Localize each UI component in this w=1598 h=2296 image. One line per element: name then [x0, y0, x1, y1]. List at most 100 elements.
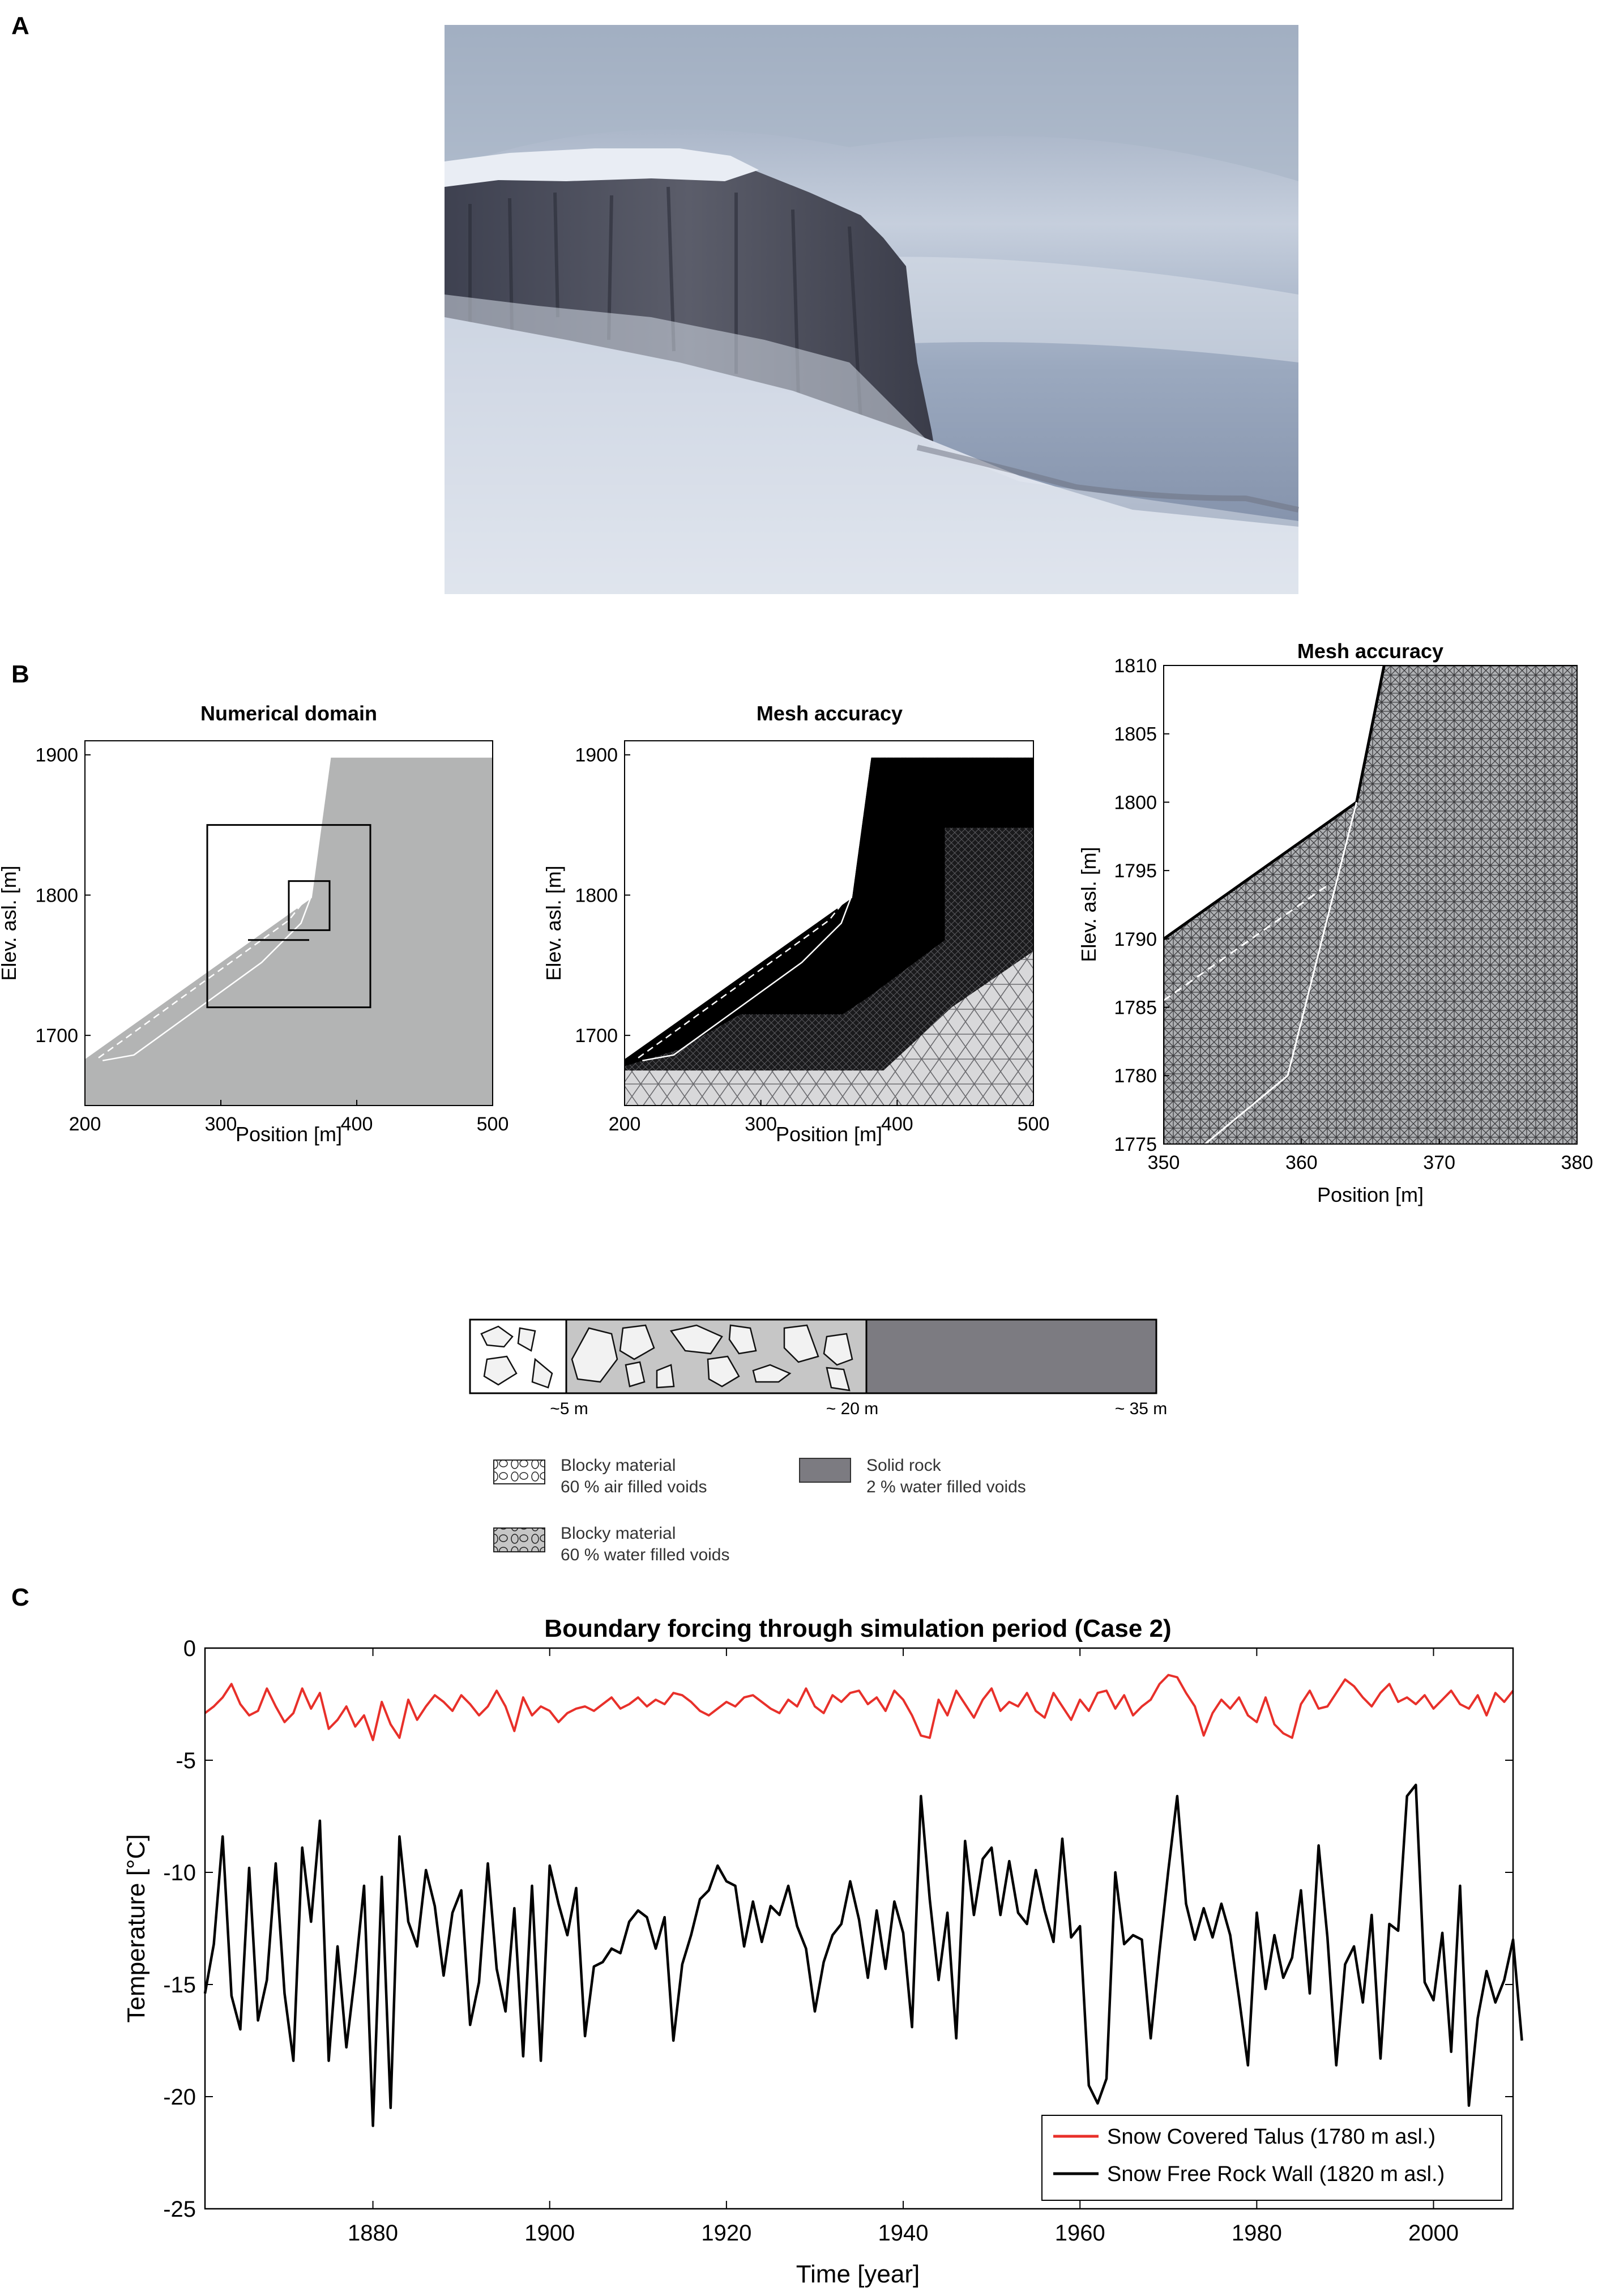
layer-legend: Blocky material 60 % air filled voids So…: [493, 1456, 1026, 1564]
chart-title: Boundary forcing through simulation peri…: [544, 1615, 1171, 1642]
panel-c-letter: C: [11, 1584, 29, 1611]
zoom-ytick-label: 1785: [1114, 997, 1157, 1018]
domain-talus-dashed: [98, 897, 307, 1059]
chart-legend-box: [1041, 2115, 1502, 2201]
legend-solid-rock-line2: 2 % water filled voids: [866, 1478, 1026, 1496]
mesh-plot-ylabel: Elev. asl. [m]: [542, 865, 565, 980]
domain-xtick-label: 500: [477, 1113, 509, 1135]
legend-air-blocky-line1: Blocky material: [561, 1456, 676, 1475]
depth-label-35: ~ 35 m: [1115, 1399, 1168, 1418]
zoom-xtick-label: 380: [1561, 1152, 1593, 1173]
mesh-xtick-label: 500: [1018, 1113, 1050, 1135]
chart-series: [203, 1674, 1523, 2127]
zoom-ytick-label: 1780: [1114, 1065, 1157, 1087]
chart-xtick-label: 1960: [1055, 2221, 1105, 2246]
chart-ytick-label: 0: [183, 1636, 196, 1661]
zoom-xtick-label: 360: [1285, 1152, 1318, 1173]
chart-ytick-label: -20: [163, 2085, 196, 2110]
zoom-plot-xlabel: Position [m]: [1317, 1183, 1424, 1206]
zoom-plot-ylabel: Elev. asl. [m]: [1077, 847, 1100, 962]
mesh-geometry: [625, 757, 1033, 1106]
zoom-plot-title: Mesh accuracy: [1297, 639, 1443, 663]
legend-swatch-water-blocky: [493, 1527, 545, 1552]
mesh-plot-xlabel: Position [m]: [776, 1123, 882, 1146]
mesh-xtick-label: 400: [881, 1113, 913, 1135]
legend-rockwall-label: Snow Free Rock Wall (1820 m asl.): [1107, 2162, 1445, 2186]
chart-axes: 1880 1900 1920 1940 1960 1980 2000 0 -5 -10 -15 -20…: [163, 1636, 1513, 2246]
panel-b-letter: B: [11, 660, 29, 688]
domain-ytick-label: 1800: [35, 885, 78, 906]
zoom-plot: Mesh accuracy 350 360 370 380 1775 1780 1785 17…: [1077, 639, 1593, 1206]
zoom-ytick-label: 1805: [1114, 724, 1157, 745]
chart-xtick-label: 1920: [701, 2221, 751, 2246]
chart-xtick-label: 2000: [1408, 2221, 1459, 2246]
mesh-plot-ticks: 200 300 400 500 1700 1800 1900: [575, 745, 1049, 1135]
zoom-ytick-label: 1800: [1114, 792, 1157, 813]
domain-rock-body: [85, 757, 493, 1106]
zoom-talus-dashed: [1163, 884, 1330, 1001]
legend-talus-label: Snow Covered Talus (1780 m asl.): [1107, 2125, 1435, 2149]
mesh-plot: Mesh accuracy 200 300 400 500 1700 1800 1900 P…: [542, 702, 1049, 1146]
domain-ytick-label: 1700: [35, 1025, 78, 1047]
domain-geometry: [85, 757, 493, 1106]
domain-xtick-label: 200: [69, 1113, 101, 1135]
mesh-ytick-label: 1900: [575, 745, 618, 766]
chart-xlabel: Time [year]: [796, 2260, 920, 2288]
domain-zoom-box-large: [206, 824, 371, 1009]
chart-ylabel: Temperature [°C]: [122, 1834, 150, 2022]
chart-ytick-label: -10: [163, 1860, 196, 1885]
mesh-ytick-label: 1700: [575, 1025, 618, 1047]
chart-xtick-label: 1880: [348, 2221, 398, 2246]
depth-label-20: ~ 20 m: [826, 1399, 879, 1418]
chart-ytick-label: -25: [163, 2197, 196, 2222]
layer-strip: ~5 m ~ 20 m ~ 35 m: [469, 1318, 1168, 1418]
zoom-ytick-label: 1775: [1114, 1134, 1157, 1155]
legend-swatch-air-blocky: [493, 1459, 545, 1484]
legend-air-blocky-line2: 60 % air filled voids: [561, 1478, 707, 1496]
chart-ytick-label: -5: [176, 1748, 196, 1773]
mesh-fine-region: [625, 757, 1033, 1066]
zoom-plot-frame: [1163, 665, 1578, 1145]
mesh-plot-title: Mesh accuracy: [757, 702, 903, 725]
zoom-mesh-region: [1164, 665, 1577, 1144]
domain-xtick-label: 300: [205, 1113, 237, 1135]
depth-label-5: ~5 m: [550, 1399, 588, 1418]
domain-plot-xlabel: Position [m]: [236, 1123, 342, 1146]
chart-xtick-label: 1940: [878, 2221, 929, 2246]
photo-cliff: [445, 25, 1300, 594]
mesh-xtick-label: 200: [609, 1113, 641, 1135]
legend-swatch-solid-rock: [799, 1458, 851, 1483]
series-snow-free-rock-wall: [203, 1783, 1523, 2127]
zoom-xtick-label: 370: [1423, 1152, 1455, 1173]
domain-zoom-box-small: [288, 880, 331, 931]
zoom-geometry: [1163, 665, 1577, 1145]
chart-xtick-label: 1980: [1232, 2221, 1282, 2246]
legend-water-blocky-line1: Blocky material: [561, 1524, 676, 1543]
chart-frame: [204, 1647, 1514, 2210]
layer-air-blocky: [469, 1318, 567, 1394]
domain-plot: Numerical domain 200 300 400 500 1700 1800 190…: [0, 702, 509, 1146]
zoom-ytick-label: 1795: [1114, 860, 1157, 882]
domain-plot-ylabel: Elev. asl. [m]: [0, 865, 20, 980]
chart-ytick-label: -15: [163, 1973, 196, 1998]
domain-talus-boundary: [102, 897, 311, 1061]
domain-ytick-label: 1900: [35, 745, 78, 766]
mesh-plot-frame: [624, 740, 1034, 1106]
mesh-ytick-label: 1800: [575, 885, 618, 906]
zoom-ytick-label: 1790: [1114, 929, 1157, 950]
mesh-talus-boundary: [642, 897, 852, 1061]
series-snow-covered-talus: [204, 1674, 1514, 1742]
zoom-plot-ticks: 350 360 370 380 1775 1780 1785 1790 1795 1800 1805…: [1114, 655, 1593, 1173]
chart-legend: Snow Covered Talus (1780 m asl.) Snow Fr…: [1041, 2115, 1502, 2201]
domain-plot-title: Numerical domain: [200, 702, 377, 725]
panel-a-letter: A: [11, 12, 29, 40]
layer-blocks: [480, 1324, 853, 1392]
mesh-talus-dashed: [638, 897, 848, 1059]
domain-plot-frame: [84, 740, 493, 1106]
chart-xtick-label: 1900: [524, 2221, 575, 2246]
zoom-ytick-label: 1810: [1114, 655, 1157, 677]
domain-xtick-label: 400: [341, 1113, 373, 1135]
zoom-talus-boundary: [1204, 802, 1358, 1145]
